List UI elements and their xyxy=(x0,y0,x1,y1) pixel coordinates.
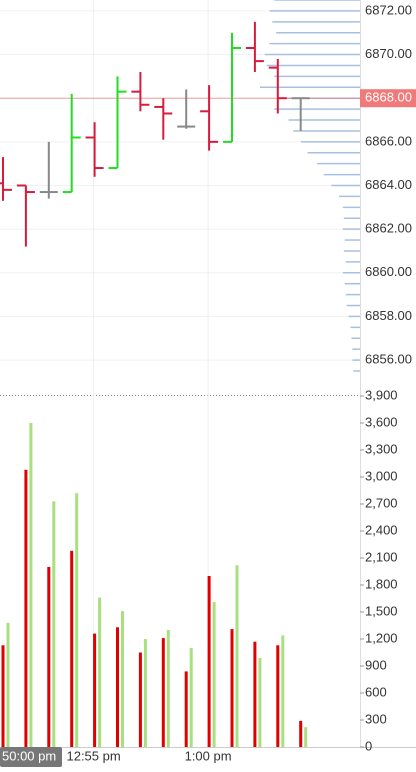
volume-bar xyxy=(52,501,56,747)
volume-bar xyxy=(304,727,308,747)
y-tick-label: 6856.00 xyxy=(365,352,412,367)
volume-bar xyxy=(258,657,262,747)
x-tick-label: 1:00 pm xyxy=(185,748,232,763)
volume-bar xyxy=(98,597,102,747)
y-tick-label: 1,800 xyxy=(365,576,398,591)
y-tick-label: 2,700 xyxy=(365,495,398,510)
x-tick-label: 12:55 pm xyxy=(66,748,120,763)
y-tick-label: 6858.00 xyxy=(365,308,412,323)
y-tick-label: 2,400 xyxy=(365,522,398,537)
y-tick-label: 1,500 xyxy=(365,603,398,618)
volume-bar xyxy=(166,630,170,747)
volume-bar xyxy=(121,611,124,747)
current-price-label: 6868.00 xyxy=(365,90,412,105)
volume-bar xyxy=(189,648,193,747)
volume-bar xyxy=(207,576,211,747)
volume-bar xyxy=(1,645,5,747)
volume-bar xyxy=(143,639,147,747)
volume-bar xyxy=(281,635,285,747)
volume-bar xyxy=(299,720,303,747)
y-tick-label: 3,600 xyxy=(365,414,398,429)
volume-bar xyxy=(138,652,142,747)
current-price-box xyxy=(360,89,416,108)
y-tick-label: 6872.00 xyxy=(365,2,412,17)
y-tick-label: 3,000 xyxy=(365,468,398,483)
y-tick-label: 3,900 xyxy=(365,387,398,402)
volume-bar xyxy=(6,622,10,747)
crosshair-label: 50:00 pm xyxy=(2,748,56,763)
y-tick-label: 300 xyxy=(365,711,387,726)
volume-bar xyxy=(70,550,74,747)
volume-bar xyxy=(253,641,257,747)
volume-bar xyxy=(230,629,234,747)
y-tick-label: 900 xyxy=(365,657,387,672)
y-tick-label: 6864.00 xyxy=(365,177,412,192)
y-tick-label: 0 xyxy=(365,738,372,753)
volume-bar xyxy=(235,565,239,747)
y-tick-label: 6860.00 xyxy=(365,264,412,279)
volume-bar xyxy=(47,567,51,747)
y-tick-label: 2,100 xyxy=(365,549,398,564)
volume-bar xyxy=(276,645,280,747)
y-tick-label: 6870.00 xyxy=(365,46,412,61)
y-tick-label: 6862.00 xyxy=(365,221,412,236)
volume-bar xyxy=(24,469,28,747)
y-tick-label: 6866.00 xyxy=(365,133,412,148)
y-tick-label: 600 xyxy=(365,684,387,699)
volume-bar xyxy=(29,423,33,747)
volume-bar xyxy=(184,671,188,747)
volume-bar xyxy=(161,638,165,747)
crosshair-box xyxy=(0,747,62,767)
volume-bar xyxy=(93,633,97,747)
volume-bar xyxy=(116,627,119,747)
volume-bar xyxy=(212,602,216,747)
y-tick-label: 1,200 xyxy=(365,630,398,645)
volume-bar xyxy=(75,493,79,747)
y-tick-label: 3,300 xyxy=(365,441,398,456)
